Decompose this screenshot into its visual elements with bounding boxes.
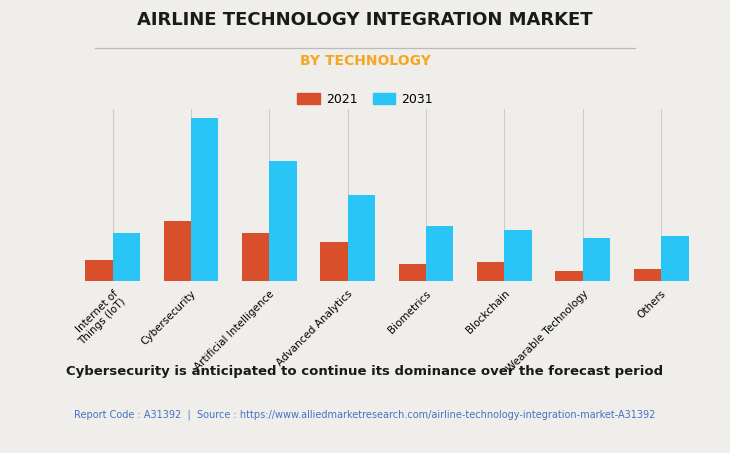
Bar (85, 260, 112, 281)
Legend: 2021, 2031: 2021, 2031 (292, 88, 438, 111)
Text: AIRLINE TECHNOLOGY INTEGRATION MARKET: AIRLINE TECHNOLOGY INTEGRATION MARKET (137, 11, 593, 29)
Bar (399, 264, 426, 281)
Text: Cybersecurity is anticipated to continue its dominance over the forecast period: Cybersecurity is anticipated to continue… (66, 365, 664, 378)
Text: Report Code : A31392  |  Source : https://www.alliedmarketresearch.com/airline-t: Report Code : A31392 | Source : https://… (74, 410, 656, 420)
Bar (347, 195, 375, 281)
Bar (556, 270, 583, 281)
Bar (583, 238, 610, 281)
Bar (634, 269, 661, 281)
Bar (269, 161, 297, 281)
Bar (504, 230, 532, 281)
Bar (112, 233, 140, 281)
Bar (426, 226, 453, 281)
Bar (191, 119, 218, 281)
Bar (661, 236, 688, 281)
Bar (164, 221, 191, 281)
Bar (320, 241, 347, 281)
Bar (242, 233, 269, 281)
Bar (477, 262, 504, 281)
Text: BY TECHNOLOGY: BY TECHNOLOGY (299, 54, 431, 68)
